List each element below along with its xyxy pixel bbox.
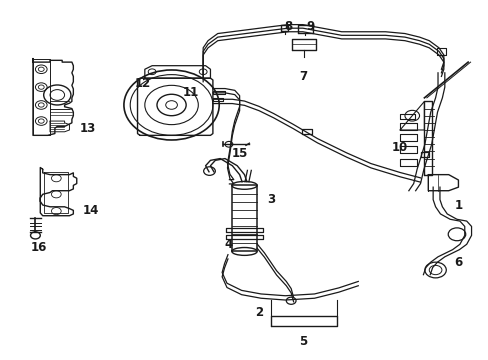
Text: 16: 16 [31, 241, 47, 255]
Text: 8: 8 [284, 20, 292, 33]
Text: 14: 14 [83, 204, 100, 217]
Text: 6: 6 [453, 256, 462, 269]
Text: 9: 9 [305, 20, 314, 33]
Text: 10: 10 [391, 141, 407, 154]
Text: 5: 5 [298, 335, 306, 348]
Text: 7: 7 [298, 70, 306, 83]
Text: 12: 12 [134, 77, 150, 90]
Text: 15: 15 [231, 147, 247, 160]
Text: 1: 1 [453, 198, 462, 212]
Text: 4: 4 [224, 238, 233, 251]
Text: 2: 2 [255, 306, 263, 319]
Text: 3: 3 [266, 193, 275, 206]
Text: 13: 13 [80, 122, 96, 135]
Text: 11: 11 [183, 86, 199, 99]
